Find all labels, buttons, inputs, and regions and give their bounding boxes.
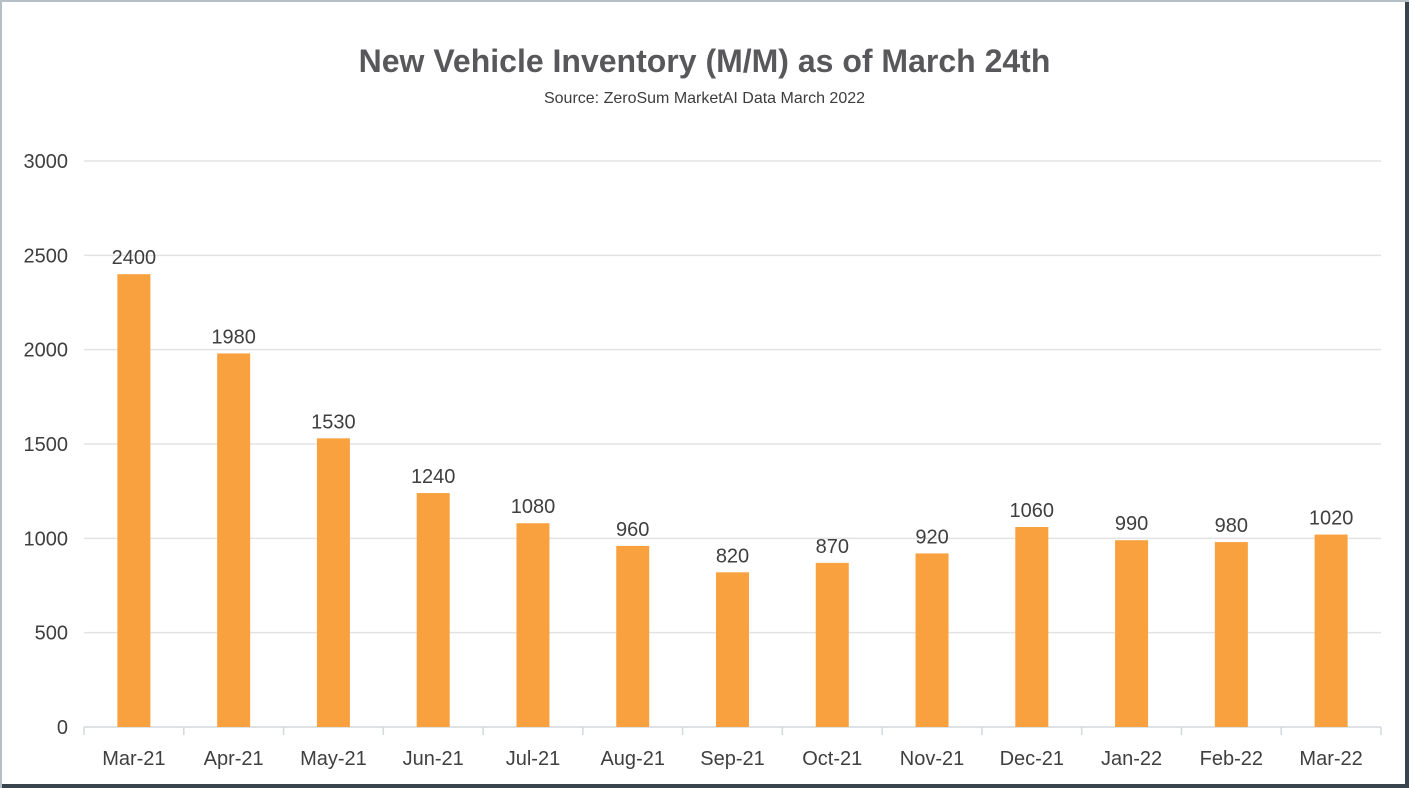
bar-value-label: 980 xyxy=(1215,515,1248,537)
x-axis-tick-label: Jul-21 xyxy=(506,748,560,770)
y-axis-tick-label: 2500 xyxy=(24,245,69,267)
bar xyxy=(117,274,151,727)
chart-subtitle: Source: ZeroSum MarketAI Data March 2022 xyxy=(543,90,866,107)
bar xyxy=(815,562,849,727)
bar-value-label: 960 xyxy=(616,519,649,541)
bar xyxy=(716,572,749,727)
bar-value-label: 1240 xyxy=(411,466,456,488)
bar-value-label: 1980 xyxy=(211,326,256,348)
bar-value-label: 870 xyxy=(816,536,849,558)
bar xyxy=(1314,534,1348,727)
x-axis-tick-label: Jun-21 xyxy=(403,748,464,770)
bar xyxy=(316,438,350,727)
y-axis-tick-label: 500 xyxy=(35,623,68,645)
x-axis-tick-label: Dec-21 xyxy=(1000,748,1064,770)
bar-value-label: 1060 xyxy=(1010,500,1055,522)
x-axis-tick-label: Feb-22 xyxy=(1200,748,1263,770)
bar xyxy=(1015,527,1049,727)
y-axis-tick-label: 0 xyxy=(57,717,68,739)
bar-value-label: 920 xyxy=(915,526,948,548)
bar xyxy=(1115,540,1149,727)
bar xyxy=(616,545,650,727)
bar xyxy=(516,523,550,727)
x-axis-tick-label: Mar-22 xyxy=(1299,748,1362,770)
y-axis-tick-label: 3000 xyxy=(24,151,69,173)
bar-value-label: 1530 xyxy=(311,411,356,433)
bar xyxy=(1214,542,1248,727)
bar-value-label: 1080 xyxy=(511,496,556,518)
x-axis-tick-label: Apr-21 xyxy=(204,748,264,770)
bar-value-label: 820 xyxy=(716,545,749,567)
bar-value-label: 990 xyxy=(1115,513,1148,535)
bar xyxy=(217,353,251,727)
bar xyxy=(416,493,450,727)
chart-title: New Vehicle Inventory (M/M) as of March … xyxy=(358,43,1051,79)
x-axis-tick-label: Sep-21 xyxy=(700,748,765,770)
x-axis-tick-label: Jan-22 xyxy=(1101,748,1162,770)
x-axis-tick-label: Oct-21 xyxy=(802,748,862,770)
bar xyxy=(915,553,949,727)
bar-value-label: 1020 xyxy=(1309,508,1354,530)
x-axis-tick-label: Nov-21 xyxy=(900,748,964,770)
y-axis-tick-label: 1000 xyxy=(24,528,69,550)
x-axis-tick-label: Mar-21 xyxy=(102,748,165,770)
y-axis-tick-label: 1500 xyxy=(24,434,69,456)
y-axis-tick-label: 2000 xyxy=(24,340,69,362)
x-axis-tick-label: Aug-21 xyxy=(600,748,665,770)
bar-value-label: 2400 xyxy=(112,247,157,269)
x-axis-tick-label: May-21 xyxy=(300,748,367,770)
